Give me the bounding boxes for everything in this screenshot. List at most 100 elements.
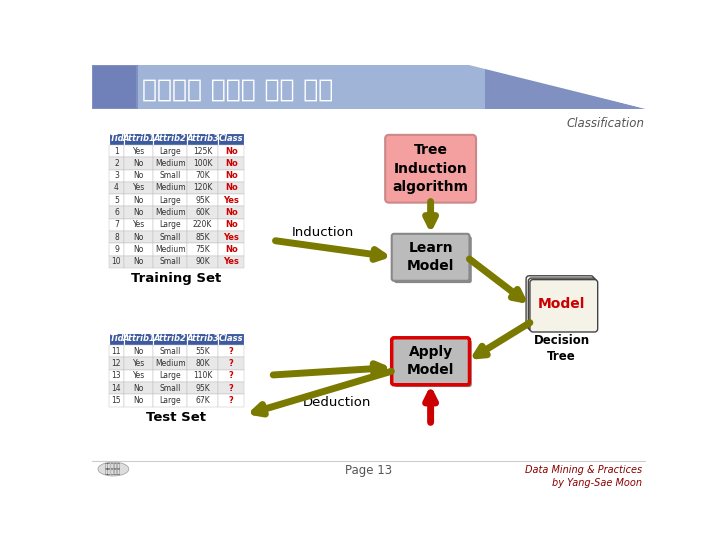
Text: Attrib1: Attrib1 xyxy=(122,134,156,143)
Text: ?: ? xyxy=(229,347,233,356)
Text: Apply
Model: Apply Model xyxy=(407,345,454,377)
FancyBboxPatch shape xyxy=(109,244,124,256)
Text: ?: ? xyxy=(229,396,233,405)
Text: 67K: 67K xyxy=(195,396,210,405)
Text: 90K: 90K xyxy=(195,258,210,266)
FancyBboxPatch shape xyxy=(153,345,187,357)
FancyBboxPatch shape xyxy=(187,132,218,145)
FancyBboxPatch shape xyxy=(187,333,218,345)
Text: Yes: Yes xyxy=(223,233,239,242)
FancyBboxPatch shape xyxy=(218,382,244,394)
Text: 60K: 60K xyxy=(195,208,210,217)
FancyBboxPatch shape xyxy=(187,244,218,256)
Text: Attrib2: Attrib2 xyxy=(154,134,186,143)
Text: No: No xyxy=(225,159,238,168)
Text: 14: 14 xyxy=(112,384,121,393)
Text: Yes: Yes xyxy=(132,220,145,230)
Text: Yes: Yes xyxy=(132,372,145,380)
Text: 13: 13 xyxy=(112,372,121,380)
FancyBboxPatch shape xyxy=(218,370,244,382)
FancyBboxPatch shape xyxy=(124,194,153,206)
Text: ?: ? xyxy=(229,359,233,368)
Text: 80K: 80K xyxy=(195,359,210,368)
FancyBboxPatch shape xyxy=(187,370,218,382)
FancyBboxPatch shape xyxy=(153,357,187,370)
Text: Page 13: Page 13 xyxy=(346,464,392,477)
FancyBboxPatch shape xyxy=(124,145,153,157)
FancyBboxPatch shape xyxy=(124,394,153,407)
FancyBboxPatch shape xyxy=(530,280,598,332)
Text: Attrib3: Attrib3 xyxy=(186,334,219,343)
Text: Large: Large xyxy=(160,220,181,230)
Text: ?: ? xyxy=(229,384,233,393)
FancyBboxPatch shape xyxy=(526,276,594,328)
Text: Attrib2: Attrib2 xyxy=(154,334,186,343)
Text: 10: 10 xyxy=(112,258,121,266)
Text: Data Mining & Practices
by Yang-Sae Moon: Data Mining & Practices by Yang-Sae Moon xyxy=(525,465,642,488)
FancyBboxPatch shape xyxy=(153,219,187,231)
Text: 220K: 220K xyxy=(193,220,212,230)
FancyBboxPatch shape xyxy=(153,244,187,256)
Text: Small: Small xyxy=(160,258,181,266)
FancyBboxPatch shape xyxy=(218,345,244,357)
Text: Yes: Yes xyxy=(223,258,239,266)
FancyBboxPatch shape xyxy=(153,370,187,382)
Text: Yes: Yes xyxy=(132,184,145,192)
FancyBboxPatch shape xyxy=(187,357,218,370)
FancyBboxPatch shape xyxy=(218,132,244,145)
FancyBboxPatch shape xyxy=(124,333,153,345)
FancyBboxPatch shape xyxy=(187,182,218,194)
FancyBboxPatch shape xyxy=(124,357,153,370)
FancyBboxPatch shape xyxy=(109,370,124,382)
FancyBboxPatch shape xyxy=(153,132,187,145)
Text: Medium: Medium xyxy=(155,184,186,192)
Text: No: No xyxy=(134,258,144,266)
FancyBboxPatch shape xyxy=(109,333,124,345)
FancyBboxPatch shape xyxy=(94,66,135,108)
FancyBboxPatch shape xyxy=(109,256,124,268)
Text: Large: Large xyxy=(160,146,181,156)
FancyBboxPatch shape xyxy=(124,206,153,219)
FancyBboxPatch shape xyxy=(153,170,187,182)
Text: Class: Class xyxy=(219,334,243,343)
Text: Training Set: Training Set xyxy=(131,272,222,285)
FancyBboxPatch shape xyxy=(153,206,187,219)
FancyBboxPatch shape xyxy=(218,157,244,170)
FancyBboxPatch shape xyxy=(109,182,124,194)
FancyBboxPatch shape xyxy=(124,382,153,394)
FancyBboxPatch shape xyxy=(218,170,244,182)
Text: No: No xyxy=(225,245,238,254)
Text: Classification: Classification xyxy=(567,117,644,130)
FancyBboxPatch shape xyxy=(153,157,187,170)
FancyBboxPatch shape xyxy=(124,132,153,145)
FancyBboxPatch shape xyxy=(187,194,218,206)
Text: 55K: 55K xyxy=(195,347,210,356)
Text: 125K: 125K xyxy=(193,146,212,156)
Text: 강원대학교
컴퓨터학과: 강원대학교 컴퓨터학과 xyxy=(105,463,122,475)
Text: 11: 11 xyxy=(112,347,121,356)
Text: No: No xyxy=(134,347,144,356)
FancyBboxPatch shape xyxy=(187,170,218,182)
FancyBboxPatch shape xyxy=(109,394,124,407)
FancyBboxPatch shape xyxy=(218,194,244,206)
Text: No: No xyxy=(134,396,144,405)
FancyBboxPatch shape xyxy=(218,219,244,231)
Text: No: No xyxy=(134,245,144,254)
Text: No: No xyxy=(225,208,238,217)
FancyBboxPatch shape xyxy=(109,219,124,231)
Text: No: No xyxy=(134,384,144,393)
Text: 6: 6 xyxy=(114,208,119,217)
Text: Yes: Yes xyxy=(132,359,145,368)
FancyBboxPatch shape xyxy=(392,338,469,384)
FancyBboxPatch shape xyxy=(92,65,647,110)
Text: Yes: Yes xyxy=(132,146,145,156)
FancyBboxPatch shape xyxy=(124,219,153,231)
FancyBboxPatch shape xyxy=(153,333,187,345)
Text: Small: Small xyxy=(160,384,181,393)
FancyBboxPatch shape xyxy=(124,256,153,268)
Text: 75K: 75K xyxy=(195,245,210,254)
FancyBboxPatch shape xyxy=(218,145,244,157)
FancyBboxPatch shape xyxy=(153,394,187,407)
Text: Tree
Induction
algorithm: Tree Induction algorithm xyxy=(392,143,469,194)
Text: 110K: 110K xyxy=(193,372,212,380)
